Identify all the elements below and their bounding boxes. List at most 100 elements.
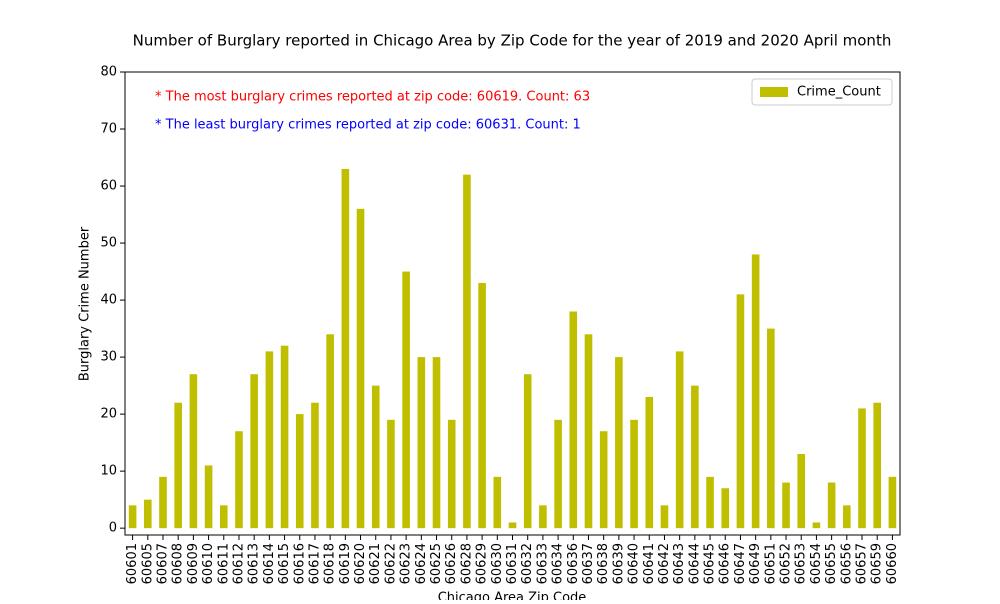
bar [858, 408, 866, 529]
annotation: * The most burglary crimes reported at z… [155, 90, 590, 105]
x-tick-label: 60614 [262, 543, 277, 584]
bar [235, 431, 243, 529]
x-axis-label: Chicago Area Zip Code [438, 591, 587, 601]
legend-label: Crime_Count [797, 85, 881, 100]
bar [523, 374, 532, 529]
y-tick-label: 50 [100, 236, 117, 251]
bar [751, 254, 760, 529]
x-tick-label: 60647 [733, 543, 748, 584]
bar [539, 505, 547, 529]
x-tick-label: 60612 [231, 543, 246, 584]
x-tick-label: 60607 [155, 543, 170, 584]
x-tick-label: 60626 [444, 543, 459, 584]
bar [888, 476, 897, 529]
legend-swatch [760, 87, 788, 97]
x-tick-label: 60649 [748, 543, 763, 584]
y-tick-label: 10 [100, 464, 117, 479]
bar [508, 522, 517, 529]
x-tick-label: 60651 [763, 543, 778, 584]
bar [782, 482, 790, 529]
x-tick-label: 60605 [140, 543, 155, 584]
x-tick-label: 60631 [505, 543, 520, 584]
bar [767, 328, 775, 529]
x-tick-label: 60628 [459, 543, 474, 584]
x-tick-label: 60609 [186, 543, 201, 584]
x-tick-label: 60655 [824, 543, 839, 584]
y-tick-label: 30 [100, 350, 117, 365]
bar [326, 334, 334, 529]
bar [645, 397, 654, 529]
bar [630, 419, 638, 529]
bar [189, 374, 198, 529]
x-tick-label: 60618 [323, 543, 338, 584]
annotation: * The least burglary crimes reported at … [155, 118, 581, 133]
x-tick-label: 60629 [475, 543, 490, 584]
x-tick-label: 60613 [247, 543, 262, 584]
x-tick-label: 60625 [429, 543, 444, 584]
x-tick-label: 60652 [779, 543, 794, 584]
y-tick-label: 70 [100, 122, 117, 137]
bar [265, 351, 274, 529]
bar [159, 476, 167, 529]
bar [706, 476, 714, 529]
y-tick-label: 60 [100, 179, 117, 194]
bar [584, 334, 593, 529]
bar [356, 208, 365, 529]
bar [675, 351, 684, 529]
bar [554, 419, 562, 529]
bar [417, 357, 426, 529]
bar [843, 505, 851, 529]
bar [569, 311, 578, 529]
x-tick-label: 60637 [581, 543, 596, 584]
bar [143, 499, 152, 529]
x-tick-label: 60622 [383, 543, 398, 584]
x-tick-label: 60644 [687, 543, 702, 584]
bar [736, 294, 745, 529]
y-tick-label: 20 [100, 407, 117, 422]
bar [219, 505, 228, 529]
x-tick-label: 60617 [307, 543, 322, 584]
x-tick-label: 60653 [794, 543, 809, 584]
bar [402, 271, 410, 529]
x-tick-label: 60645 [703, 543, 718, 584]
x-tick-label: 60642 [657, 543, 672, 584]
bar [660, 505, 669, 529]
x-tick-label: 60623 [399, 543, 414, 584]
x-tick-label: 60620 [353, 543, 368, 584]
y-tick-label: 40 [100, 293, 117, 308]
x-tick-label: 60640 [627, 543, 642, 584]
bar [432, 357, 441, 529]
bar [174, 402, 182, 529]
y-tick-label: 80 [100, 65, 117, 80]
x-tick-label: 60636 [566, 543, 581, 584]
chart-title: Number of Burglary reported in Chicago A… [133, 32, 892, 50]
x-tick-label: 60659 [870, 543, 885, 584]
x-tick-label: 60656 [839, 543, 854, 584]
bar [204, 465, 213, 529]
bar [827, 482, 836, 529]
y-axis-label: Burglary Crime Number [78, 226, 93, 381]
bar [478, 282, 486, 529]
x-tick-label: 60638 [596, 543, 611, 584]
y-tick-label: 0 [109, 521, 117, 536]
bar [341, 168, 350, 529]
x-tick-label: 60632 [520, 543, 535, 584]
x-tick-label: 60610 [201, 543, 216, 584]
bar [873, 402, 882, 529]
bar [250, 374, 258, 529]
x-tick-label: 60619 [338, 543, 353, 584]
bar [280, 345, 289, 529]
x-tick-label: 60646 [718, 543, 733, 584]
bar [128, 505, 137, 529]
bar [371, 385, 380, 529]
bar [463, 174, 471, 529]
x-tick-label: 60616 [292, 543, 307, 584]
bar [615, 357, 623, 529]
bar [691, 385, 699, 529]
x-tick-label: 60639 [611, 543, 626, 584]
x-tick-label: 60660 [885, 543, 900, 584]
x-tick-label: 60654 [809, 543, 824, 584]
x-tick-label: 60615 [277, 543, 292, 584]
bar [812, 522, 821, 529]
